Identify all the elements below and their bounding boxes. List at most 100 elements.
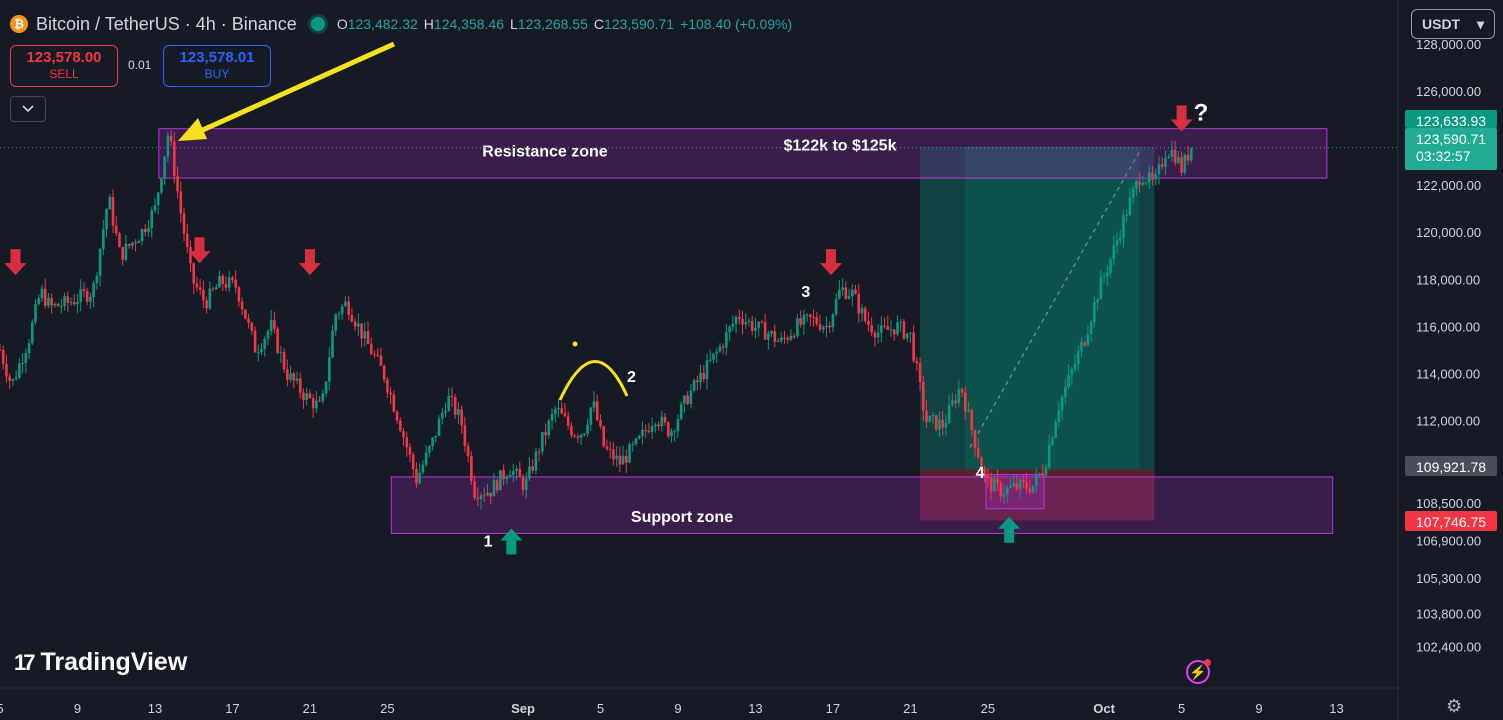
candle [566, 416, 570, 426]
candle [934, 415, 938, 430]
candle [156, 192, 160, 206]
candle [1, 350, 5, 364]
x-tick-label: 17 [826, 701, 840, 716]
candle [173, 141, 176, 177]
candle [247, 318, 250, 323]
candle [311, 398, 315, 409]
entry-price-badge-text: 109,921.78 [1416, 459, 1486, 475]
candle [673, 431, 677, 433]
annotation-label: 1 [484, 533, 493, 550]
candle [938, 419, 941, 430]
candle [195, 283, 199, 288]
candle [5, 363, 8, 377]
ohlc-high: H124,358.46 [423, 16, 504, 32]
candle [1128, 197, 1132, 215]
candle [512, 471, 515, 476]
candle [1018, 479, 1022, 489]
lightning-icon[interactable]: ⚡ [1186, 659, 1211, 684]
candle [989, 477, 993, 492]
candle [43, 288, 47, 306]
candle [192, 263, 195, 284]
candle [50, 297, 53, 306]
candle [812, 317, 815, 319]
candle [1067, 374, 1070, 388]
candle [1076, 351, 1080, 364]
x-tick-label: 5 [597, 701, 604, 716]
candle [689, 390, 693, 405]
candle [176, 176, 179, 192]
candle [999, 482, 1003, 497]
candle [460, 409, 463, 426]
chevron-down-icon: ▾ [1476, 15, 1484, 32]
candle [1044, 467, 1048, 475]
tradingview-logo[interactable]: 17 TradingView [14, 648, 187, 677]
currency-select[interactable]: USDT ▾ [1411, 9, 1495, 39]
candle [1106, 272, 1109, 277]
candle [470, 455, 473, 481]
buy-button[interactable]: 123,578.01 BUY [163, 45, 271, 87]
candle [27, 343, 31, 354]
candle [967, 409, 970, 412]
candle [127, 243, 131, 246]
candle [670, 431, 673, 437]
candle [993, 478, 996, 492]
candle [831, 314, 835, 328]
x-tick-label: 21 [903, 701, 917, 716]
y-tick-label: 105,300.00 [1416, 571, 1481, 586]
candle [637, 435, 641, 439]
symbol-title[interactable]: Bitcoin / TetherUS · 4h · Binance [36, 13, 297, 34]
candle [105, 209, 108, 230]
candle [1118, 238, 1122, 241]
candle [599, 419, 602, 427]
candle [931, 415, 935, 417]
candle [282, 352, 286, 370]
y-tick-label: 116,000.00 [1416, 319, 1480, 334]
candle [1051, 437, 1054, 445]
candle [373, 354, 376, 356]
candle [699, 373, 702, 383]
candle [963, 392, 967, 412]
target-price-badge-text: 123,633.93 [1416, 113, 1486, 129]
candle [276, 328, 279, 353]
candle [1086, 334, 1090, 346]
candle [621, 455, 625, 465]
annotation-label: 3 [801, 284, 810, 301]
candle [224, 284, 228, 288]
collapse-button[interactable] [10, 96, 46, 122]
candle [21, 362, 24, 364]
candle [1022, 479, 1025, 483]
buy-label: BUY [204, 67, 230, 81]
candle [457, 409, 460, 415]
candle [260, 348, 263, 353]
candle [505, 476, 509, 480]
candle [415, 468, 418, 484]
ohlc-close: C123,590.71 [593, 16, 675, 32]
candle [860, 308, 864, 314]
candle [741, 318, 744, 325]
candle [211, 288, 215, 290]
candle [880, 325, 883, 333]
x-tick-label: 9 [74, 701, 81, 716]
candle [834, 298, 838, 315]
candle [121, 247, 124, 260]
x-tick-label: Sep [511, 701, 535, 716]
candle [499, 470, 502, 491]
candle [628, 444, 631, 463]
candle [350, 314, 354, 322]
sell-price: 123,578.00 [26, 49, 102, 66]
candle [244, 309, 247, 319]
candle [1073, 363, 1077, 370]
sell-button[interactable]: 123,578.00 SELL [10, 45, 118, 87]
candle [431, 437, 434, 447]
candle [767, 333, 770, 340]
candle [89, 296, 92, 302]
candle [973, 430, 977, 449]
candle [218, 275, 221, 288]
down-arrow [188, 237, 211, 264]
candle [850, 289, 854, 297]
gear-icon[interactable]: ⚙ [1446, 696, 1463, 716]
candle [37, 298, 41, 304]
candle [980, 457, 983, 469]
candle [11, 379, 15, 381]
